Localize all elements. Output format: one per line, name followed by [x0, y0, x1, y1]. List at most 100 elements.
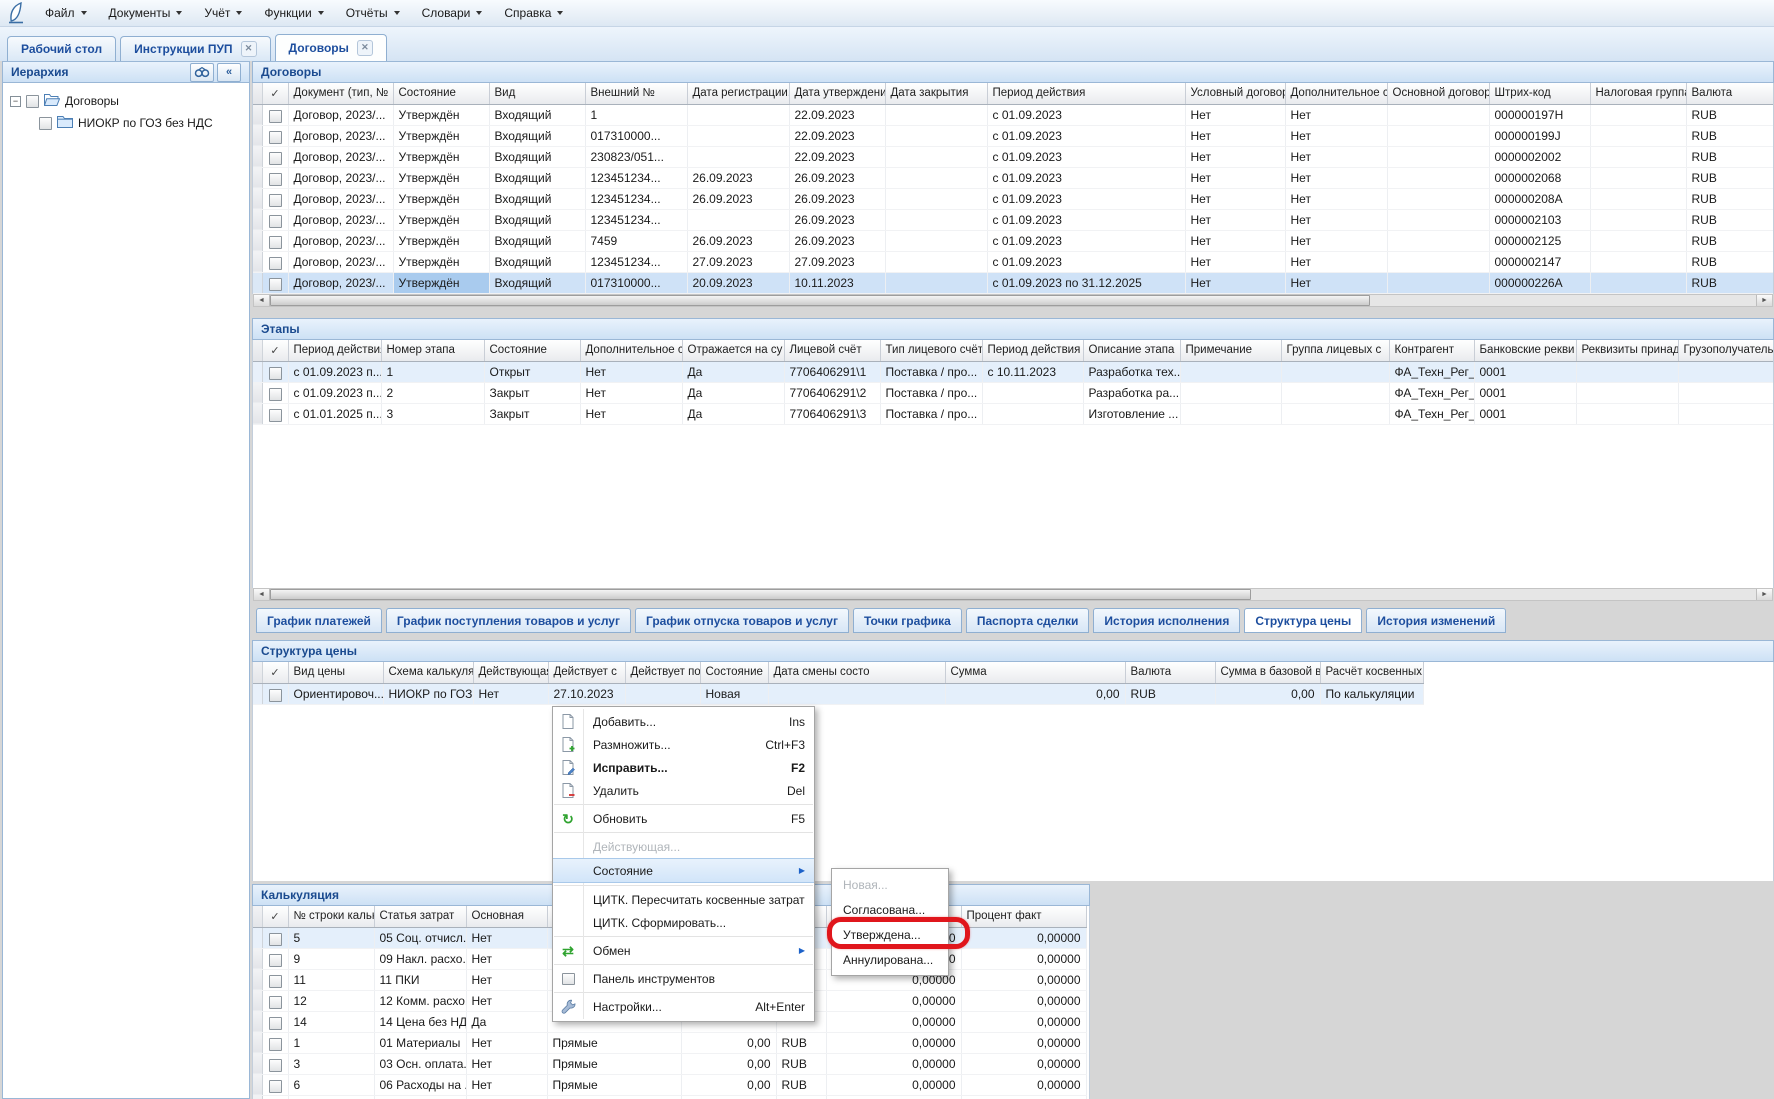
- row-checkbox[interactable]: [262, 969, 289, 991]
- cell[interactable]: [1576, 403, 1679, 425]
- cell[interactable]: 0,00000: [961, 1053, 1087, 1075]
- cell[interactable]: Нет: [1185, 188, 1286, 210]
- close-icon[interactable]: ✕: [240, 41, 257, 57]
- cell[interactable]: Новая: [700, 683, 769, 705]
- close-icon[interactable]: ✕: [356, 40, 373, 56]
- cell[interactable]: Входящий: [489, 272, 586, 294]
- stages-hscrollbar[interactable]: ◄ ►: [253, 588, 1773, 601]
- row-checkbox[interactable]: [262, 251, 289, 273]
- tree-checkbox[interactable]: [26, 94, 39, 108]
- collapse-panel-icon[interactable]: «: [217, 62, 241, 82]
- cell[interactable]: [885, 188, 988, 210]
- cell[interactable]: [1590, 125, 1687, 147]
- cell[interactable]: Договор, 2023/...: [288, 188, 394, 210]
- context-menu-item[interactable]: ЦИТК. Пересчитать косвенные затраты...: [553, 888, 814, 911]
- context-menu-item[interactable]: ↻ Обновить F5: [553, 807, 814, 830]
- cell[interactable]: 230823/051...: [585, 146, 688, 168]
- cell[interactable]: [1281, 403, 1390, 425]
- cell[interactable]: Нет: [1285, 272, 1388, 294]
- column-header[interactable]: Налоговая группа.: [1590, 83, 1687, 105]
- cell[interactable]: Входящий: [489, 146, 586, 168]
- column-header[interactable]: Расчёт косвенных: [1320, 662, 1424, 684]
- cell[interactable]: Нет: [1285, 188, 1388, 210]
- cell[interactable]: [1590, 272, 1687, 294]
- cell[interactable]: Да: [466, 1011, 548, 1033]
- column-header[interactable]: Вид цены: [288, 662, 384, 684]
- cell[interactable]: Договор, 2023/...: [288, 167, 394, 189]
- column-header[interactable]: Тип лицевого счёт: [880, 340, 983, 362]
- detail-tab[interactable]: График поступления товаров и услуг: [385, 608, 631, 633]
- column-header[interactable]: Группа лицевых с: [1281, 340, 1390, 362]
- column-header[interactable]: Схема калькуляци: [383, 662, 474, 684]
- cell[interactable]: [1387, 167, 1490, 189]
- cell[interactable]: [1590, 146, 1687, 168]
- cell[interactable]: Утверждён: [393, 230, 490, 252]
- cell[interactable]: [288, 1095, 375, 1099]
- column-header[interactable]: Документ (тип, №: [288, 83, 394, 105]
- table-row[interactable]: Договор, 2023/... Утверждён Входящий 123451…: [253, 167, 1773, 189]
- cell[interactable]: [776, 1095, 827, 1099]
- cell[interactable]: Утверждён: [393, 104, 490, 126]
- cell[interactable]: [1281, 382, 1390, 404]
- cell[interactable]: 27.10.2023: [548, 683, 626, 705]
- cell[interactable]: с 01.09.2023 п...: [288, 361, 382, 383]
- row-checkbox[interactable]: [262, 167, 289, 189]
- cell[interactable]: 0,00: [945, 683, 1126, 705]
- cell[interactable]: RUB: [1686, 209, 1773, 231]
- scroll-left-icon[interactable]: ◄: [254, 295, 270, 306]
- tree-checkbox[interactable]: [39, 116, 52, 130]
- cell[interactable]: [1281, 361, 1390, 383]
- cell[interactable]: [1590, 251, 1687, 273]
- column-header[interactable]: Реквизиты принад: [1576, 340, 1679, 362]
- cell[interactable]: Разработка ра...: [1083, 382, 1181, 404]
- cell[interactable]: [1387, 104, 1490, 126]
- cell[interactable]: Прямые: [547, 1074, 682, 1096]
- cell[interactable]: 1: [381, 361, 485, 383]
- cell[interactable]: 0001: [1474, 361, 1577, 383]
- cell[interactable]: 0001: [1474, 382, 1577, 404]
- scroll-thumb[interactable]: [270, 589, 1251, 600]
- cell[interactable]: Нет: [1285, 167, 1388, 189]
- cell[interactable]: 26.09.2023: [789, 188, 886, 210]
- cell[interactable]: 26.09.2023: [687, 230, 790, 252]
- cell[interactable]: RUB: [1686, 146, 1773, 168]
- cell[interactable]: Поставка / про...: [880, 382, 983, 404]
- cell[interactable]: 22.09.2023: [789, 104, 886, 126]
- cell[interactable]: 7459: [585, 230, 688, 252]
- column-header[interactable]: Описание этапа: [1083, 340, 1181, 362]
- cell[interactable]: Закрыт: [484, 403, 581, 425]
- cell[interactable]: [1678, 361, 1773, 383]
- cell[interactable]: Нет: [580, 382, 683, 404]
- cell[interactable]: RUB: [1125, 683, 1216, 705]
- check-column-header[interactable]: ✓: [262, 906, 289, 928]
- cell[interactable]: ФА_Техн_Рег_...: [1389, 361, 1475, 383]
- menubar-item[interactable]: Файл: [34, 2, 98, 24]
- cell[interactable]: 12: [288, 990, 375, 1012]
- check-column-header[interactable]: ✓: [262, 83, 289, 105]
- cell[interactable]: 26.09.2023: [687, 167, 790, 189]
- cell[interactable]: Входящий: [489, 188, 586, 210]
- column-header[interactable]: Основная: [466, 906, 548, 928]
- cell[interactable]: Нет: [466, 990, 548, 1012]
- cell[interactable]: Входящий: [489, 125, 586, 147]
- column-header[interactable]: Состояние: [700, 662, 769, 684]
- cell[interactable]: с 01.09.2023: [987, 146, 1186, 168]
- detail-tab[interactable]: График отпуска товаров и услуг: [634, 608, 849, 633]
- cell[interactable]: Нет: [1185, 230, 1286, 252]
- scroll-track[interactable]: [270, 295, 1756, 306]
- cell[interactable]: [547, 1095, 682, 1099]
- row-checkbox[interactable]: [262, 188, 289, 210]
- cell[interactable]: [1387, 188, 1490, 210]
- column-header[interactable]: Грузополучатель: [1678, 340, 1773, 362]
- scroll-track[interactable]: [270, 589, 1756, 600]
- cell[interactable]: RUB: [1686, 104, 1773, 126]
- row-checkbox[interactable]: [262, 361, 289, 383]
- context-menu-item[interactable]: ЦИТК. Сформировать...: [553, 911, 814, 934]
- submenu-item[interactable]: Аннулирована...: [843, 952, 934, 967]
- column-header[interactable]: Действует по: [625, 662, 701, 684]
- detail-tab[interactable]: График платежей: [256, 608, 382, 633]
- cell[interactable]: 7706406291\3: [784, 403, 881, 425]
- cell[interactable]: [466, 1095, 548, 1099]
- cell[interactable]: с 01.09.2023: [987, 230, 1186, 252]
- cell[interactable]: с 10.11.2023: [982, 361, 1084, 383]
